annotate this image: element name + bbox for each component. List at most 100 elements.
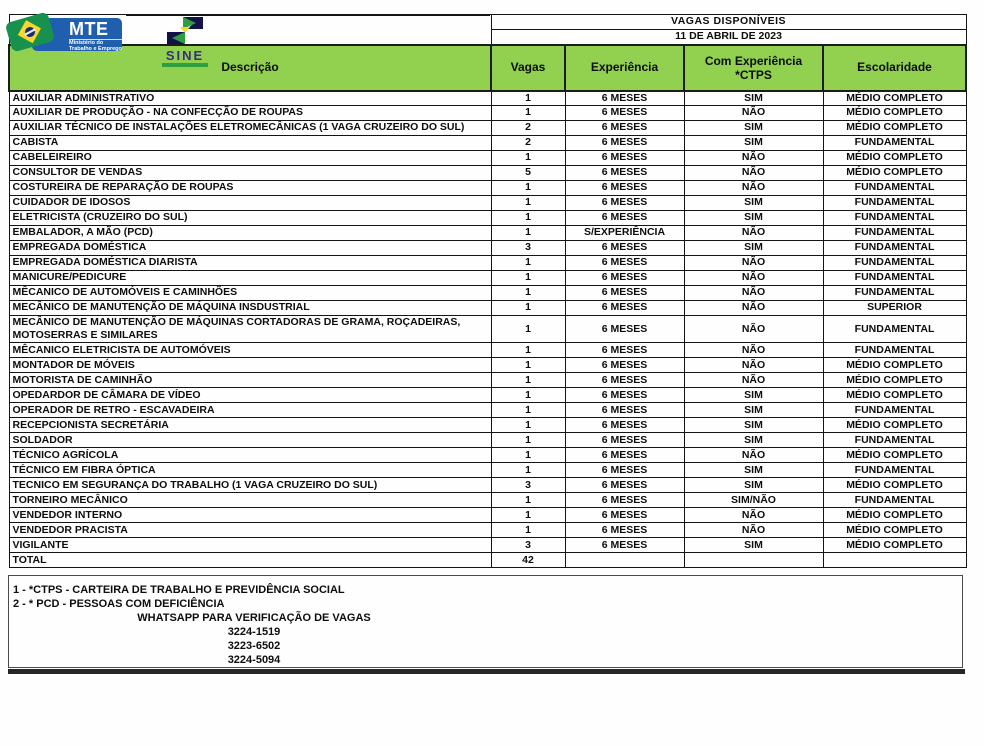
education-cell: FUNDAMENTAL (822, 255, 967, 271)
vacancy-row: TORNEIRO MECÂNICO 1 6 MESES SIM/NÃO FUNDAMEN… (8, 492, 967, 509)
sine-logo: SINE (160, 17, 210, 67)
vacancy-row: EMBALADOR, A MÃO (PCD) 1 S/EXPERIÊNCIA NÃO F… (8, 225, 967, 241)
total-label: TOTAL (8, 552, 492, 569)
ctps-requirement-cell: NÃO (683, 522, 824, 539)
experience-cell: 6 MESES (564, 105, 685, 121)
whatsapp-label: WHATSAPP PARA VERIFICAÇÃO DE VAGAS (137, 612, 371, 625)
whatsapp-block: WHATSAPP PARA VERIFICAÇÃO DE VAGAS 3224-… (9, 611, 499, 667)
experience-cell: 6 MESES (564, 417, 685, 434)
vacancy-count-cell: 1 (490, 150, 566, 166)
job-description-cell: MONTADOR DE MÓVEIS (8, 357, 492, 374)
ctps-requirement-cell: NÃO (683, 507, 824, 524)
job-description-cell: MOTORISTA DE CAMINHÃO (8, 372, 492, 389)
job-description-cell: AUXILIAR ADMINISTRATIVO (8, 90, 492, 106)
phone-list: 3224-1519 3223-6502 3224-5094 (9, 625, 499, 667)
experience-cell: 6 MESES (564, 357, 685, 374)
experience-cell: 6 MESES (564, 387, 685, 404)
job-description-cell: MECÂNICO DE MANUTENÇÃO DE MÁQUINA INSDUS… (8, 300, 492, 316)
education-cell: MÉDIO COMPLETO (822, 447, 967, 464)
job-description-cell: ELETRICISTA (CRUZEIRO DO SUL) (8, 210, 492, 226)
sheet-title: VAGAS DISPONÍVEIS (490, 14, 967, 30)
vacancy-row: TECNICO EM SEGURANÇA DO TRABALHO (1 VAGA… (8, 477, 967, 494)
column-header-descricao: Descrição (8, 43, 492, 92)
experience-cell: 6 MESES (564, 210, 685, 226)
total-count: 42 (490, 552, 566, 569)
vacancy-row: TÉCNICO EM FIBRA ÓPTICA 1 6 MESES SIM FUNDAM… (8, 462, 967, 479)
vacancy-row: OPEDARDOR DE CÂMARA DE VÍDEO 1 6 MESES SIM M… (8, 387, 967, 404)
sheet-date: 11 DE ABRIL DE 2023 (490, 29, 967, 45)
title-row: VAGAS DISPONÍVEIS (8, 14, 967, 45)
ctps-requirement-cell: SIM (683, 120, 824, 136)
vacancy-row: MÊCANICO ELETRICISTA DE AUTOMÓVEIS 1 6 MES… (8, 342, 967, 359)
experience-cell: 6 MESES (564, 300, 685, 316)
column-header-vagas: Vagas (490, 43, 566, 92)
vacancy-count-cell: 1 (490, 402, 566, 419)
vacancy-row: CUIDADOR DE IDOSOS 1 6 MESES SIM FUNDAMENTAL (8, 195, 967, 211)
education-cell: MÉDIO COMPLETO (822, 522, 967, 539)
job-description-cell: SOLDADOR (8, 432, 492, 449)
ctps-requirement-cell: NÃO (683, 447, 824, 464)
job-description-cell: AUXILIAR TÉCNICO DE INSTALAÇÕES ELETROME… (8, 120, 492, 136)
experience-cell: 6 MESES (564, 432, 685, 449)
experience-cell: 6 MESES (564, 402, 685, 419)
ctps-requirement-cell: SIM (683, 195, 824, 211)
vacancy-row: CABISTA 2 6 MESES SIM FUNDAMENTAL (8, 135, 967, 151)
ctps-requirement-cell: SIM/NÃO (683, 492, 824, 509)
vacancy-count-cell: 1 (490, 447, 566, 464)
column-header-com-experiencia-line1: Com Experiência (704, 53, 803, 68)
vacancy-row: VENDEDOR INTERNO 1 6 MESES NÃO MÉDIO COMPLET… (8, 507, 967, 524)
ctps-requirement-cell: SIM (683, 432, 824, 449)
education-cell: MÉDIO COMPLETO (822, 165, 967, 181)
vacancy-row: AUXILIAR DE PRODUÇÃO - NA CONFECÇÃO DE R… (8, 105, 967, 121)
ctps-requirement-cell: NÃO (683, 285, 824, 301)
vacancy-count-cell: 1 (490, 462, 566, 479)
vacancy-count-cell: 1 (490, 372, 566, 389)
ctps-requirement-cell: SIM (683, 135, 824, 151)
vacancies-table: VAGAS DISPONÍVEIS 11 DE ABRIL DE 2023 De… (8, 14, 968, 569)
vacancy-count-cell: 1 (490, 225, 566, 241)
experience-cell: 6 MESES (564, 492, 685, 509)
education-cell: MÉDIO COMPLETO (822, 417, 967, 434)
vacancy-count-cell: 1 (490, 255, 566, 271)
vacancy-count-cell: 1 (490, 507, 566, 524)
ctps-requirement-cell: SIM (683, 90, 824, 106)
ctps-requirement-cell: NÃO (683, 150, 824, 166)
job-description-cell: TECNICO EM SEGURANÇA DO TRABALHO (1 VAGA… (8, 477, 492, 494)
sine-green-bar (162, 63, 208, 67)
vacancy-rows: AUXILIAR ADMINISTRATIVO 1 6 MESES SIM MÉDIO … (8, 90, 967, 554)
experience-cell: 6 MESES (564, 195, 685, 211)
ctps-requirement-cell: NÃO (683, 255, 824, 271)
vacancy-count-cell: 1 (490, 314, 566, 344)
education-cell: MÉDIO COMPLETO (822, 357, 967, 374)
job-description-cell: OPERADOR DE RETRO - ESCAVADEIRA (8, 402, 492, 419)
education-cell: FUNDAMENTAL (822, 402, 967, 419)
vacancy-row: CABELEIREIRO 1 6 MESES NÃO MÉDIO COMPLETO (8, 150, 967, 166)
experience-cell: 6 MESES (564, 240, 685, 256)
ctps-requirement-cell: SIM (683, 537, 824, 554)
education-cell: FUNDAMENTAL (822, 492, 967, 509)
sine-name: SINE (165, 48, 205, 63)
education-cell: MÉDIO COMPLETO (822, 120, 967, 136)
mte-acronym: MTE (69, 19, 109, 39)
experience-cell: 6 MESES (564, 462, 685, 479)
phone-number: 3224-5094 (227, 654, 281, 667)
vacancy-count-cell: 1 (490, 300, 566, 316)
education-cell: FUNDAMENTAL (822, 432, 967, 449)
job-description-cell: VENDEDOR INTERNO (8, 507, 492, 524)
education-cell: FUNDAMENTAL (822, 240, 967, 256)
job-description-cell: CABISTA (8, 135, 492, 151)
total-row: TOTAL 42 (8, 552, 967, 569)
phone-number: 3224-1519 (227, 626, 281, 639)
job-description-cell: RECEPCIONISTA SECRETÁRIA (8, 417, 492, 434)
ctps-requirement-cell: SIM (683, 387, 824, 404)
job-description-cell: EMPREGADA DOMÉSTICA DIARISTA (8, 255, 492, 271)
vacancy-row: AUXILIAR ADMINISTRATIVO 1 6 MESES SIM MÉDIO … (8, 90, 967, 106)
vacancy-count-cell: 1 (490, 432, 566, 449)
job-description-cell: CABELEIREIRO (8, 150, 492, 166)
ctps-requirement-cell: NÃO (683, 165, 824, 181)
column-header-escolaridade: Escolaridade (821, 43, 968, 92)
vacancy-count-cell: 1 (490, 492, 566, 509)
vacancy-count-cell: 2 (490, 120, 566, 136)
education-cell: FUNDAMENTAL (822, 210, 967, 226)
education-cell: MÉDIO COMPLETO (822, 105, 967, 121)
